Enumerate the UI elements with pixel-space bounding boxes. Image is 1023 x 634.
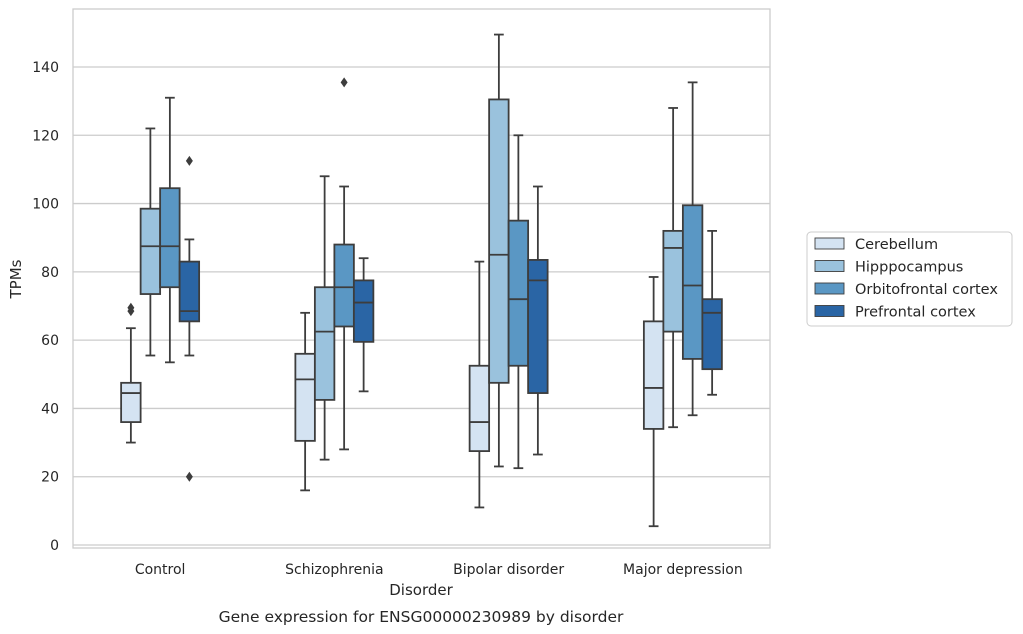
box-2-2	[507, 134, 530, 470]
outlier-point	[185, 471, 193, 482]
legend-item: Hipppocampus	[814, 260, 963, 276]
iqr-box	[352, 279, 375, 343]
iqr-box	[139, 207, 162, 295]
box-2-1	[488, 33, 510, 468]
y-tick-label: 60	[41, 333, 59, 349]
legend-item: Orbitofrontal cortex	[814, 282, 998, 298]
iqr-box	[527, 259, 549, 394]
box-3-3	[701, 229, 723, 396]
y-axis-ticks: 0 20 40 60 80 100 120 140	[32, 60, 59, 554]
legend-item: Prefrontal cortex	[814, 305, 976, 321]
y-tick-label: 100	[32, 197, 59, 213]
y-tick-label: 80	[41, 265, 59, 281]
box-3-1	[662, 107, 684, 429]
legend-label: Prefrontal cortex	[855, 305, 976, 321]
iqr-box	[159, 187, 181, 289]
y-tick-label: 40	[41, 401, 59, 417]
x-tick-label: Control	[135, 562, 186, 578]
legend-item: Cerebellum	[814, 237, 938, 253]
legend-frame	[806, 231, 1013, 327]
iqr-box	[681, 204, 704, 360]
y-tick-label: 20	[41, 470, 59, 486]
box-0-2	[159, 96, 181, 364]
outlier-point	[340, 77, 348, 88]
legend-label: Hipppocampus	[855, 260, 963, 276]
legend-swatch	[814, 305, 845, 317]
box-3-2	[681, 81, 704, 417]
legend-label: Cerebellum	[855, 237, 938, 253]
box-1-1	[313, 175, 336, 461]
box-1-0	[294, 311, 316, 492]
boxes	[120, 33, 723, 528]
iqr-box	[120, 381, 142, 423]
box-1-3	[352, 257, 375, 393]
iqr-box	[642, 320, 665, 430]
y-tick-label: 120	[32, 128, 59, 144]
outlier-point	[185, 155, 193, 166]
x-tick-label: Bipolar disorder	[453, 562, 564, 578]
iqr-box	[333, 243, 355, 328]
iqr-box	[294, 352, 316, 442]
box-3-0	[642, 276, 665, 528]
box-0-1	[139, 127, 162, 357]
chart-caption: Gene expression for ENSG00000230989 by d…	[219, 608, 624, 626]
outlier-point	[127, 302, 135, 313]
legend-label: Orbitofrontal cortex	[855, 282, 998, 298]
x-tick-label: Major depression	[623, 562, 743, 578]
box-0-0	[120, 302, 142, 444]
iqr-box	[178, 260, 201, 323]
box-2-0	[468, 260, 491, 509]
x-tick-label: Schizophrenia	[285, 562, 383, 578]
legend: Cerebellum Hipppocampus Orbitofrontal cort…	[806, 231, 1013, 327]
iqr-box	[468, 364, 491, 453]
legend-swatch	[814, 237, 845, 250]
iqr-box	[507, 219, 530, 367]
iqr-box	[662, 229, 684, 333]
iqr-box	[488, 98, 510, 384]
legend-swatch	[814, 282, 845, 295]
box-1-2	[333, 77, 355, 451]
y-tick-label: 0	[50, 538, 59, 554]
x-axis-ticks: Control Schizophrenia Bipolar disorder Majo…	[135, 562, 743, 578]
y-axis-title: TPMs	[7, 259, 25, 299]
legend-swatch	[814, 260, 845, 272]
box-2-3	[527, 185, 549, 456]
box-0-3	[178, 155, 201, 482]
y-tick-label: 140	[32, 60, 59, 76]
plot-frame	[72, 8, 771, 549]
x-axis-title: Disorder	[389, 581, 453, 599]
iqr-box	[313, 286, 336, 401]
iqr-box	[701, 298, 723, 371]
